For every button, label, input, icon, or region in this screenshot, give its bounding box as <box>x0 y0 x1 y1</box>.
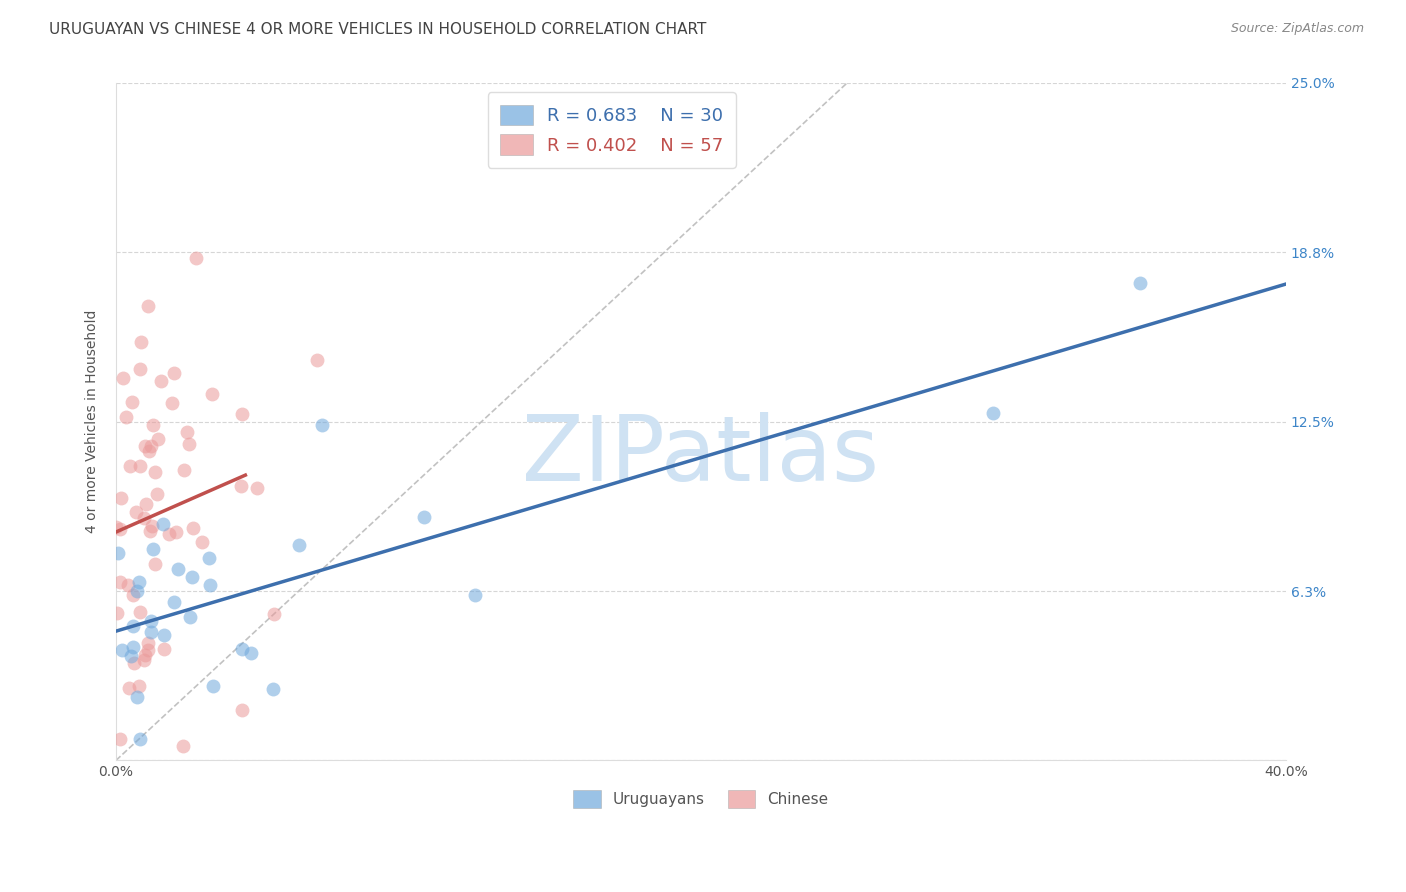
Point <box>125 690 148 704</box>
Point <box>136 642 159 657</box>
Point <box>981 406 1004 420</box>
Point <box>143 557 166 571</box>
Point <box>141 625 163 640</box>
Point <box>134 439 156 453</box>
Point <box>142 417 165 432</box>
Point <box>107 546 129 560</box>
Point <box>163 366 186 380</box>
Point <box>263 607 285 622</box>
Point <box>413 509 436 524</box>
Point <box>122 619 145 633</box>
Point <box>231 703 253 717</box>
Point <box>134 653 156 667</box>
Point <box>129 361 152 376</box>
Text: URUGUAYAN VS CHINESE 4 OR MORE VEHICLES IN HOUSEHOLD CORRELATION CHART: URUGUAYAN VS CHINESE 4 OR MORE VEHICLES … <box>49 22 707 37</box>
Text: ZIPatlas: ZIPatlas <box>523 411 879 500</box>
Point <box>152 517 174 532</box>
Point <box>125 584 148 599</box>
Point <box>153 641 176 656</box>
Point <box>201 679 224 693</box>
Point <box>115 409 138 424</box>
Point <box>134 648 156 662</box>
Point <box>146 432 169 446</box>
Point <box>142 541 165 556</box>
Point <box>184 251 207 265</box>
Point <box>129 732 152 747</box>
Point <box>136 636 159 650</box>
Point <box>305 353 328 368</box>
Point <box>141 519 163 533</box>
Y-axis label: 4 or more Vehicles in Household: 4 or more Vehicles in Household <box>86 310 100 533</box>
Point <box>121 394 143 409</box>
Point <box>132 511 155 525</box>
Point <box>105 607 128 621</box>
Point <box>128 679 150 693</box>
Point <box>122 640 145 655</box>
Point <box>172 739 194 754</box>
Point <box>1128 276 1150 290</box>
Point <box>141 439 163 453</box>
Point <box>288 538 311 552</box>
Point <box>163 595 186 609</box>
Point <box>138 444 160 458</box>
Point <box>108 522 131 536</box>
Point <box>181 570 204 584</box>
Point <box>153 628 176 642</box>
Point <box>139 524 162 538</box>
Point <box>129 458 152 473</box>
Point <box>118 459 141 474</box>
Point <box>136 300 159 314</box>
Point <box>464 588 486 602</box>
Point <box>190 535 212 549</box>
Point <box>176 425 198 439</box>
Point <box>229 479 252 493</box>
Point <box>108 575 131 590</box>
Point <box>311 417 333 432</box>
Point <box>120 648 142 663</box>
Point <box>108 732 131 747</box>
Point <box>167 562 190 576</box>
Point <box>122 588 145 602</box>
Point <box>231 641 253 656</box>
Point <box>231 407 253 421</box>
Point <box>125 505 148 519</box>
Point <box>181 521 204 535</box>
Point <box>143 466 166 480</box>
Point <box>111 643 134 657</box>
Point <box>239 646 262 660</box>
Point <box>128 574 150 589</box>
Point <box>165 524 187 539</box>
Point <box>173 463 195 477</box>
Point <box>129 605 152 619</box>
Legend: Uruguayans, Chinese: Uruguayans, Chinese <box>567 784 835 814</box>
Point <box>149 374 172 388</box>
Text: Source: ZipAtlas.com: Source: ZipAtlas.com <box>1230 22 1364 36</box>
Point <box>145 487 167 501</box>
Point <box>162 395 184 409</box>
Point <box>117 681 139 695</box>
Point <box>198 578 221 592</box>
Point <box>122 656 145 670</box>
Point <box>141 615 163 629</box>
Point <box>179 609 201 624</box>
Point <box>177 436 200 450</box>
Point <box>135 496 157 510</box>
Point <box>262 681 284 696</box>
Point <box>201 387 224 401</box>
Point <box>112 371 135 385</box>
Point <box>129 334 152 349</box>
Point <box>105 520 128 534</box>
Point <box>117 578 139 592</box>
Point <box>246 481 269 495</box>
Point <box>110 491 132 505</box>
Point <box>198 551 221 566</box>
Point <box>157 527 180 541</box>
